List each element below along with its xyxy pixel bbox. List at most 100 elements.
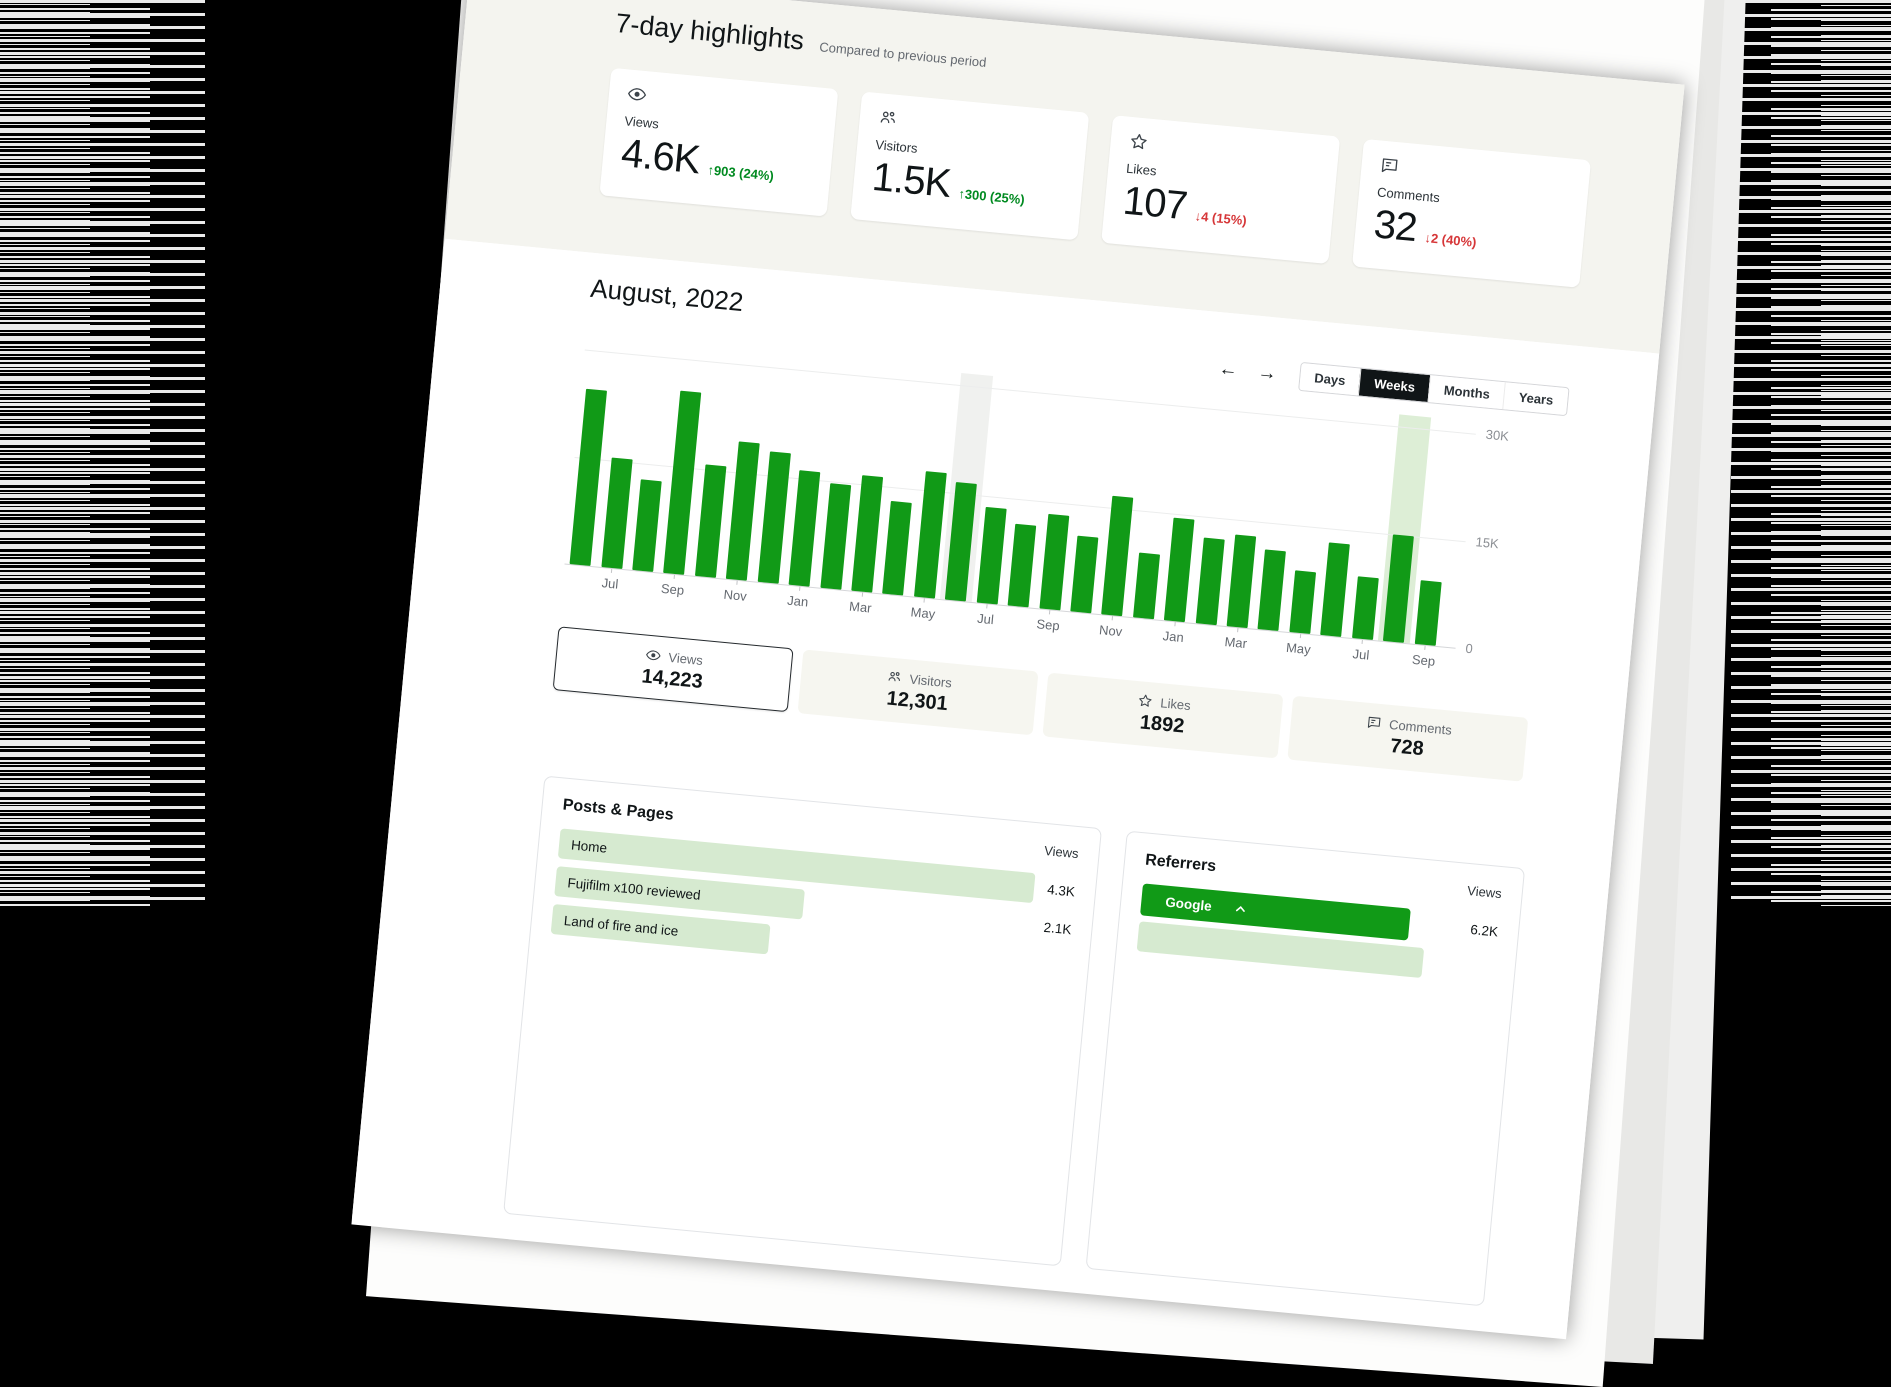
x-axis-label: Jan xyxy=(786,592,809,610)
x-axis-label: May xyxy=(1285,639,1312,658)
torn-edge-left xyxy=(0,0,460,908)
x-axis-label: Sep xyxy=(1035,616,1061,634)
views-bar-19[interactable] xyxy=(1164,517,1195,623)
x-axis-label: Mar xyxy=(848,598,873,616)
star-icon xyxy=(1128,131,1321,169)
referrers-card: Referrers Views Google 6.2K xyxy=(1085,830,1526,1307)
highlight-card-value: 32 xyxy=(1372,202,1419,251)
range-tab-weeks[interactable]: Weeks xyxy=(1358,368,1431,403)
highlight-card-views[interactable]: Views 4.6K ↑903 (24%) xyxy=(599,67,839,217)
views-bar-18[interactable] xyxy=(1132,552,1160,620)
stats-page: 7-day highlights Compared to previous pe… xyxy=(351,0,1685,1340)
posts-pages-title: Posts & Pages xyxy=(562,796,675,824)
x-axis-label: Nov xyxy=(722,586,748,604)
metric-tab-header: Visitors xyxy=(801,660,1037,698)
metric-tab-likes[interactable]: Likes 1892 xyxy=(1042,672,1284,759)
y-axis-label-0: 0 xyxy=(1464,640,1474,657)
y-axis-label-30K: 30K xyxy=(1485,426,1510,444)
post-row-label: Fujifilm x100 reviewed xyxy=(566,874,702,903)
referrer-row-label: Google xyxy=(1153,893,1247,917)
eye-icon xyxy=(626,83,819,121)
chart-section: August, 2022 ← → Days Weeks Months Years 30… xyxy=(395,238,1660,877)
posts-pages-card: Posts & Pages Views Home 4.3K Fujifilm x10… xyxy=(503,775,1103,1267)
highlight-card-trend: ↑300 (25%) xyxy=(957,185,1026,208)
metric-tab-label: Likes xyxy=(1159,694,1192,713)
highlights-header: 7-day highlights Compared to previous pe… xyxy=(614,8,988,74)
chart-controls: ← → Days Weeks Months Years xyxy=(1212,354,1570,417)
range-tabs: Days Weeks Months Years xyxy=(1298,361,1570,417)
views-bar-23[interactable] xyxy=(1289,570,1316,635)
views-bar-13[interactable] xyxy=(976,506,1007,605)
people-icon xyxy=(877,107,1070,145)
metric-tab-views[interactable]: Views 14,223 xyxy=(552,626,794,713)
x-axis-label: Jul xyxy=(976,610,995,628)
highlight-card-trend: ↓2 (40%) xyxy=(1423,230,1478,250)
views-bar-15[interactable] xyxy=(1038,513,1069,611)
views-bar-20[interactable] xyxy=(1195,537,1225,626)
metric-tab-header: Views xyxy=(557,638,791,676)
views-bar-21[interactable] xyxy=(1226,534,1257,629)
x-axis-label: Mar xyxy=(1223,634,1248,652)
metric-tab-label: Comments xyxy=(1388,716,1453,738)
highlights-section: 7-day highlights Compared to previous pe… xyxy=(444,0,1685,354)
referrer-row-label xyxy=(1149,930,1162,946)
comment-icon xyxy=(1366,714,1383,731)
referrers-rows: Google 6.2K xyxy=(1136,883,1500,984)
highlight-card-value: 1.5K xyxy=(870,154,953,207)
people-icon xyxy=(886,668,903,685)
views-bar-25[interactable] xyxy=(1351,576,1379,640)
highlights-title: 7-day highlights xyxy=(614,8,806,56)
referrers-views-column-header: Views xyxy=(1466,882,1503,902)
views-bar-24[interactable] xyxy=(1320,542,1351,637)
views-bar-8[interactable] xyxy=(820,483,851,590)
metric-tab-visitors[interactable]: Visitors 12,301 xyxy=(797,649,1039,736)
referrer-label-text xyxy=(1161,931,1162,946)
previous-period-button[interactable]: ← xyxy=(1213,357,1244,383)
x-axis-label: Jul xyxy=(601,575,620,592)
post-row-views: 2.1K xyxy=(1042,919,1073,938)
referrers-title: Referrers xyxy=(1144,851,1217,876)
views-bar-14[interactable] xyxy=(1007,523,1037,608)
period-title: August, 2022 xyxy=(589,272,745,318)
next-period-button[interactable]: → xyxy=(1252,360,1283,386)
chart-bars xyxy=(565,349,1461,646)
highlights-subtitle: Compared to previous period xyxy=(818,39,988,70)
comment-icon xyxy=(1379,155,1572,193)
range-tab-months[interactable]: Months xyxy=(1427,375,1506,410)
views-bar-2[interactable] xyxy=(632,479,662,572)
views-bar-10[interactable] xyxy=(882,501,913,596)
highlight-card-likes[interactable]: Likes 107 ↓4 (15%) xyxy=(1101,115,1341,265)
views-bar-16[interactable] xyxy=(1070,535,1099,614)
x-axis-label: Jul xyxy=(1352,646,1370,663)
posts-views-column-header: Views xyxy=(1043,842,1080,862)
star-icon xyxy=(1137,692,1154,709)
metric-tab-header: Comments xyxy=(1291,707,1527,745)
highlight-cards: Views 4.6K ↑903 (24%) Visitors 1.5K ↑300 (25%… xyxy=(599,67,1592,288)
x-axis-label: Sep xyxy=(660,580,685,598)
range-tab-years[interactable]: Years xyxy=(1502,382,1569,416)
eye-icon xyxy=(645,647,662,664)
metric-tab-comments[interactable]: Comments 728 xyxy=(1287,695,1529,782)
highlight-card-value: 4.6K xyxy=(619,131,702,183)
highlight-card-visitors[interactable]: Visitors 1.5K ↑300 (25%) xyxy=(850,91,1090,241)
x-axis-label: May xyxy=(910,604,936,622)
x-axis-label: Nov xyxy=(1098,622,1123,640)
x-axis-label: Sep xyxy=(1411,651,1436,669)
x-axis-label: Jan xyxy=(1162,628,1185,646)
range-tab-days[interactable]: Days xyxy=(1299,363,1361,396)
referrer-row-views: 6.2K xyxy=(1469,921,1499,940)
highlight-card-value: 107 xyxy=(1121,178,1189,229)
metric-tab-label: Views xyxy=(667,649,704,668)
post-row-views: 4.3K xyxy=(1046,881,1076,900)
y-axis-label-15K: 15K xyxy=(1475,533,1500,551)
metric-tab-header: Likes xyxy=(1046,684,1282,722)
post-row-label: Land of fire and ice xyxy=(563,912,680,939)
highlight-card-comments[interactable]: Comments 32 ↓2 (40%) xyxy=(1352,138,1592,288)
referrer-label-text: Google xyxy=(1164,894,1213,914)
metric-tab-label: Visitors xyxy=(908,671,953,690)
views-bar-26[interactable] xyxy=(1383,534,1415,643)
views-bar-22[interactable] xyxy=(1257,549,1287,632)
views-bar-1[interactable] xyxy=(601,457,633,569)
highlight-card-trend: ↑903 (24%) xyxy=(706,162,775,184)
views-bar-27[interactable] xyxy=(1414,580,1442,646)
